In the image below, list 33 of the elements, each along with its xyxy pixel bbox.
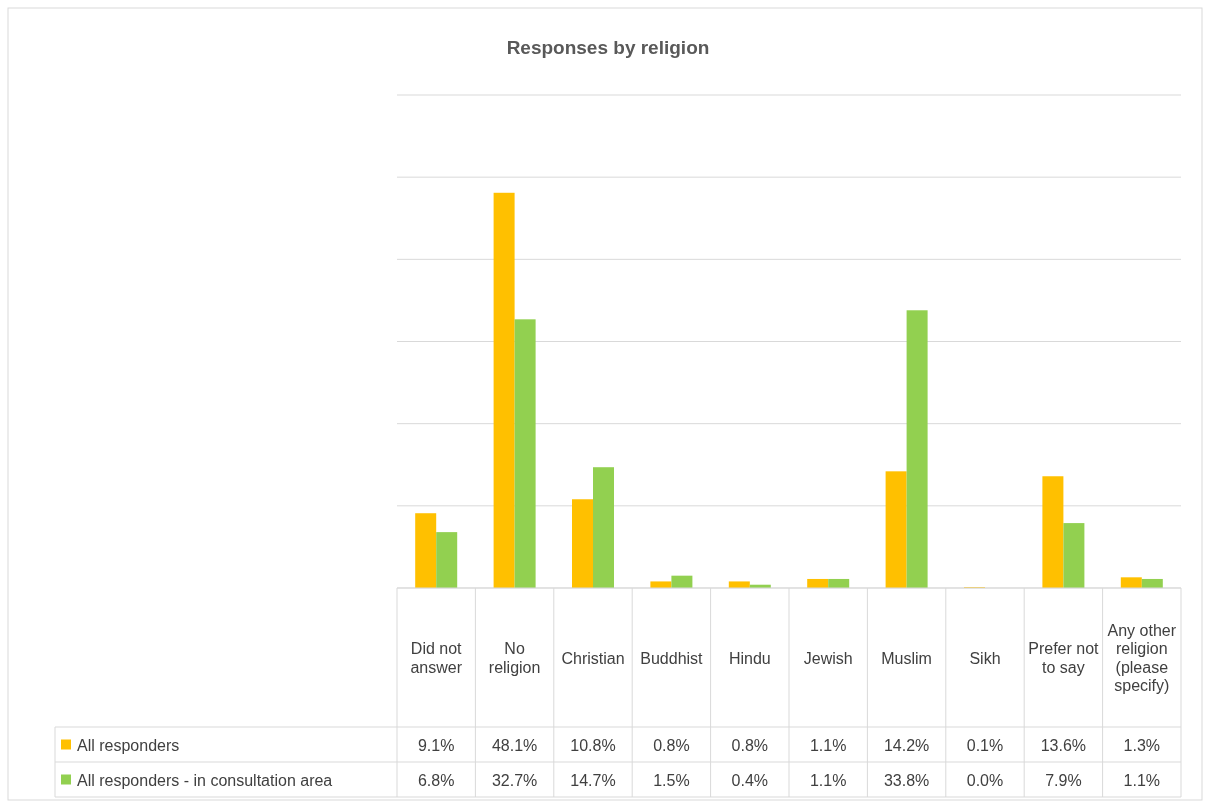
data-label: 32.7% bbox=[491, 771, 538, 789]
data-label: 6.8% bbox=[417, 771, 455, 789]
x-tick-label: Prefer not to say bbox=[1028, 640, 1100, 676]
data-label: 33.8% bbox=[883, 771, 930, 789]
data-label: 0.1% bbox=[966, 736, 1004, 754]
x-tick-label: Buddhist bbox=[640, 649, 704, 667]
x-tick-label: Muslim bbox=[881, 649, 932, 667]
data-label: 14.7% bbox=[570, 771, 616, 789]
x-tick-label: Any other religion (please specify) bbox=[1107, 621, 1177, 695]
x-tick-label: Hindu bbox=[728, 649, 771, 667]
x-tick-label: Sikh bbox=[969, 649, 1001, 667]
data-label: 13.6% bbox=[1040, 736, 1087, 754]
x-tick-label: Christian bbox=[561, 649, 625, 667]
chart-title: Responses by religion bbox=[506, 37, 710, 58]
data-label: 0.8% bbox=[653, 736, 690, 754]
data-label: 14.2% bbox=[883, 736, 930, 754]
legend-label: All responders bbox=[77, 736, 180, 754]
data-label: 1.3% bbox=[1123, 736, 1161, 754]
x-tick-label: Did not answer bbox=[410, 640, 463, 676]
legend-label: All responders - in consultation area bbox=[77, 771, 333, 789]
data-label: 7.9% bbox=[1045, 771, 1082, 789]
data-label: 1.1% bbox=[809, 771, 847, 789]
data-label: 9.1% bbox=[417, 736, 455, 754]
data-label: 1.1% bbox=[809, 736, 847, 754]
data-label: 0.4% bbox=[731, 771, 769, 789]
data-label: 10.8% bbox=[570, 736, 616, 754]
data-label: 48.1% bbox=[491, 736, 538, 754]
data-label: 0.0% bbox=[966, 771, 1004, 789]
x-tick-label: No religion bbox=[488, 640, 541, 676]
data-label: 1.1% bbox=[1123, 771, 1161, 789]
x-tick-label: Jewish bbox=[803, 649, 853, 667]
data-label: 0.8% bbox=[731, 736, 769, 754]
data-label: 1.5% bbox=[653, 771, 690, 789]
